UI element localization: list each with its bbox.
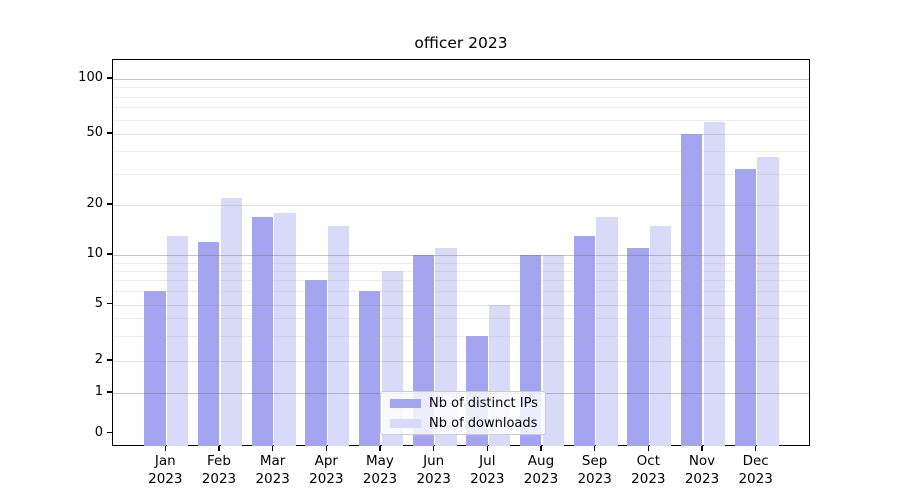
legend-item-downloads: Nb of downloads bbox=[381, 415, 545, 432]
gridline-4 bbox=[113, 318, 809, 320]
grid-layer bbox=[113, 60, 809, 445]
bar-nb-of-downloads-feb-2023 bbox=[220, 197, 243, 446]
legend-label: Nb of distinct IPs bbox=[429, 395, 538, 411]
legend-item-distinct-ips: Nb of distinct IPs bbox=[381, 395, 545, 412]
bar-nb-of-distinct-ips-oct-2023 bbox=[627, 248, 649, 446]
y-tick-1 bbox=[107, 391, 112, 393]
gridline-7 bbox=[113, 280, 809, 282]
gridline-2 bbox=[113, 361, 809, 362]
y-tick-label-20: 20 bbox=[86, 196, 103, 211]
x-tick-apr-2023 bbox=[325, 446, 327, 451]
x-tick-label-feb-2023: Feb 2023 bbox=[201, 453, 237, 487]
bar-nb-of-downloads-oct-2023 bbox=[650, 225, 672, 446]
bar-nb-of-downloads-mar-2023 bbox=[274, 212, 296, 446]
gridline-9 bbox=[113, 262, 809, 264]
y-tick-label-100: 100 bbox=[78, 70, 103, 85]
x-tick-oct-2023 bbox=[647, 446, 650, 451]
gridline-6 bbox=[113, 291, 809, 293]
x-tick-aug-2023 bbox=[540, 446, 542, 451]
bar-nb-of-downloads-dec-2023 bbox=[757, 157, 779, 446]
bar-nb-of-downloads-jan-2023 bbox=[167, 236, 189, 446]
bar-nb-of-downloads-apr-2023 bbox=[328, 225, 350, 446]
x-tick-label-mar-2023: Mar 2023 bbox=[255, 453, 290, 487]
x-tick-label-may-2023: May 2023 bbox=[362, 453, 398, 487]
x-tick-label-dec-2023: Dec 2023 bbox=[738, 453, 773, 487]
y-tick-label-0: 0 bbox=[94, 424, 103, 440]
gridline-10 bbox=[113, 255, 809, 256]
legend-label: Nb of downloads bbox=[429, 415, 538, 431]
y-tick-50 bbox=[107, 132, 112, 134]
bar-nb-of-downloads-sep-2023 bbox=[596, 216, 618, 446]
bar-nb-of-distinct-ips-sep-2023 bbox=[573, 236, 596, 446]
distinct-ips-swatch-icon bbox=[390, 398, 421, 408]
y-tick-5 bbox=[107, 302, 112, 305]
gridline-30 bbox=[113, 173, 809, 175]
x-tick-dec-2023 bbox=[754, 446, 757, 451]
x-tick-nov-2023 bbox=[701, 446, 703, 451]
legend: Nb of distinct IPs Nb of downloads bbox=[380, 391, 546, 435]
x-tick-label-aug-2023: Aug 2023 bbox=[523, 453, 559, 487]
x-tick-feb-2023 bbox=[218, 446, 220, 451]
gridline-70 bbox=[113, 107, 809, 109]
x-tick-label-jan-2023: Jan 2023 bbox=[148, 453, 183, 487]
plot-area bbox=[112, 59, 810, 446]
y-tick-20 bbox=[107, 203, 112, 205]
y-tick-100 bbox=[107, 77, 112, 79]
gridline-3 bbox=[113, 335, 809, 337]
bar-nb-of-distinct-ips-jan-2023 bbox=[144, 291, 166, 446]
x-tick-jun-2023 bbox=[432, 446, 435, 451]
x-tick-label-nov-2023: Nov 2023 bbox=[684, 453, 720, 487]
x-tick-label-sep-2023: Sep 2023 bbox=[577, 453, 612, 487]
x-tick-label-oct-2023: Oct 2023 bbox=[631, 453, 666, 487]
gridline-100 bbox=[113, 79, 809, 80]
y-tick-label-5: 5 bbox=[94, 295, 103, 311]
bar-nb-of-distinct-ips-mar-2023 bbox=[251, 216, 274, 446]
gridline-8 bbox=[113, 270, 809, 272]
bar-nb-of-downloads-aug-2023 bbox=[542, 255, 565, 446]
bar-nb-of-distinct-ips-dec-2023 bbox=[734, 168, 757, 446]
chart-title: officer 2023 bbox=[414, 34, 508, 52]
gridline-80 bbox=[113, 96, 809, 98]
gridline-40 bbox=[113, 151, 809, 153]
x-tick-may-2023 bbox=[379, 446, 381, 451]
x-tick-label-apr-2023: Apr 2023 bbox=[309, 453, 344, 487]
y-tick-2 bbox=[107, 359, 112, 361]
x-tick-label-jul-2023: Jul 2023 bbox=[470, 453, 505, 487]
bar-nb-of-downloads-nov-2023 bbox=[703, 122, 726, 446]
bar-nb-of-distinct-ips-may-2023 bbox=[358, 291, 381, 446]
y-tick-label-2: 2 bbox=[94, 352, 103, 367]
y-tick-label-10: 10 bbox=[86, 246, 103, 261]
x-tick-mar-2023 bbox=[271, 446, 274, 451]
bar-nb-of-distinct-ips-nov-2023 bbox=[681, 134, 703, 446]
y-tick-0 bbox=[107, 431, 112, 434]
y-tick-10 bbox=[107, 253, 112, 255]
gridline-5 bbox=[113, 304, 809, 306]
x-tick-jan-2023 bbox=[164, 446, 166, 451]
x-tick-sep-2023 bbox=[593, 446, 596, 451]
gridline-20 bbox=[113, 205, 809, 206]
y-tick-label-1: 1 bbox=[94, 384, 103, 399]
downloads-swatch-icon bbox=[390, 418, 421, 428]
gridline-90 bbox=[113, 87, 809, 89]
bar-nb-of-distinct-ips-feb-2023 bbox=[197, 241, 220, 446]
gridline-50 bbox=[113, 134, 809, 135]
bar-nb-of-distinct-ips-apr-2023 bbox=[305, 280, 327, 446]
x-tick-jul-2023 bbox=[486, 446, 488, 451]
y-tick-label-50: 50 bbox=[86, 125, 103, 140]
gridline-60 bbox=[113, 119, 809, 121]
x-tick-label-jun-2023: Jun 2023 bbox=[416, 453, 451, 487]
